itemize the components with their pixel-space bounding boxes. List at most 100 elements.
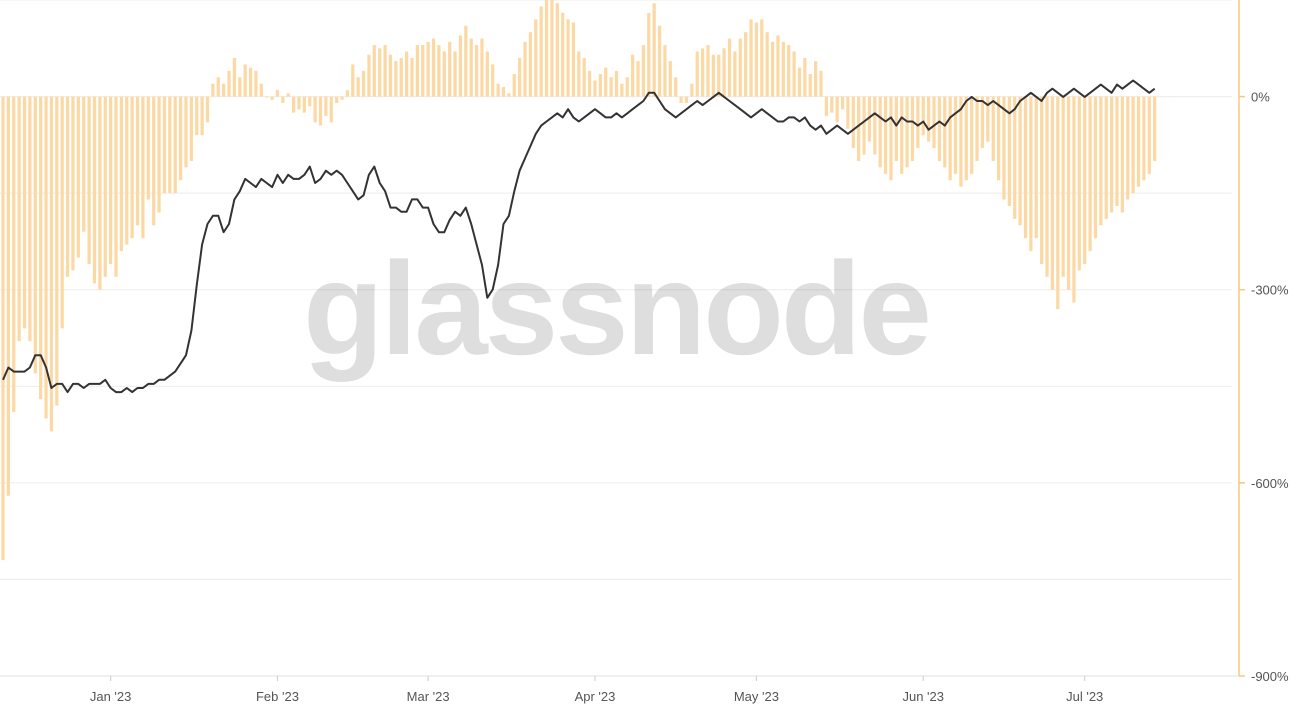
bar — [491, 64, 495, 97]
bar — [738, 38, 742, 97]
bar — [394, 61, 398, 97]
bar — [205, 96, 210, 123]
bar — [883, 96, 888, 174]
bar — [410, 57, 414, 97]
x-tick-label: Apr '23 — [575, 689, 616, 704]
bar — [749, 19, 753, 97]
bar — [195, 96, 199, 136]
bar — [684, 96, 689, 104]
bar — [1023, 96, 1028, 239]
bar — [109, 96, 113, 264]
bar — [970, 96, 974, 174]
axes — [0, 0, 1240, 677]
bar — [765, 32, 769, 97]
bar — [82, 96, 86, 232]
bar — [582, 57, 586, 97]
bar — [814, 61, 818, 97]
bar — [431, 38, 436, 97]
bar — [679, 96, 683, 104]
bar — [539, 6, 543, 97]
bar — [1126, 96, 1130, 200]
bar — [754, 22, 759, 97]
bar — [593, 80, 597, 97]
bar — [598, 74, 602, 97]
bar — [372, 45, 376, 97]
bar — [695, 51, 699, 97]
bar — [867, 96, 872, 142]
bar — [28, 96, 32, 342]
bar — [1115, 96, 1119, 207]
bar — [636, 61, 640, 97]
bar — [544, 0, 549, 97]
bar — [507, 93, 511, 97]
bar — [1, 96, 5, 561]
bar — [6, 96, 10, 496]
bar — [609, 77, 613, 97]
bar — [797, 67, 802, 97]
bar — [835, 96, 839, 123]
bar — [162, 96, 167, 194]
bar — [302, 96, 306, 113]
bar — [577, 51, 581, 97]
bar — [281, 96, 285, 104]
bar — [733, 51, 737, 97]
bar — [453, 51, 457, 97]
bar — [668, 61, 672, 97]
bar — [184, 96, 188, 168]
bar — [485, 51, 489, 97]
line-series — [2, 79, 1156, 394]
bar — [22, 96, 27, 329]
bar — [65, 96, 70, 277]
bar — [986, 96, 990, 142]
x-tick-label: Jun '23 — [902, 689, 944, 704]
bar — [415, 45, 419, 97]
bar — [862, 96, 866, 155]
y-tick-label: -300% — [1251, 283, 1289, 298]
bar — [1061, 96, 1065, 277]
bar — [458, 35, 463, 97]
bar — [760, 19, 764, 97]
bar — [291, 96, 296, 113]
y-tick-label: -600% — [1251, 476, 1289, 491]
bar — [722, 48, 726, 97]
bar — [222, 83, 226, 97]
bar — [776, 35, 780, 97]
bar — [383, 45, 387, 97]
bar — [830, 96, 834, 113]
bar — [227, 70, 231, 97]
bar — [518, 57, 522, 97]
bar — [135, 96, 140, 226]
bar — [437, 45, 441, 97]
bar — [76, 96, 80, 258]
bar — [625, 77, 629, 97]
bar — [248, 67, 253, 97]
bar — [846, 96, 850, 129]
bar — [996, 96, 1001, 181]
bar — [324, 96, 328, 116]
bar — [1034, 96, 1038, 239]
x-tick-label: Feb '23 — [256, 689, 299, 704]
bar — [700, 48, 705, 97]
bar — [168, 96, 172, 194]
bar — [60, 96, 64, 329]
bar — [340, 96, 344, 100]
bar — [566, 19, 570, 97]
bar — [130, 96, 134, 239]
bar — [604, 67, 608, 97]
bar — [189, 96, 193, 161]
bar — [1131, 96, 1135, 194]
bar — [819, 70, 823, 97]
bar — [808, 74, 812, 97]
bar — [405, 51, 409, 97]
bar — [1099, 96, 1103, 226]
series-line — [2, 79, 1156, 394]
bar — [937, 96, 942, 161]
bar — [900, 96, 904, 174]
bar — [851, 96, 855, 149]
bar — [308, 96, 312, 107]
bar — [910, 96, 915, 161]
bar — [641, 45, 646, 97]
bar — [840, 96, 845, 110]
bar — [905, 96, 909, 168]
